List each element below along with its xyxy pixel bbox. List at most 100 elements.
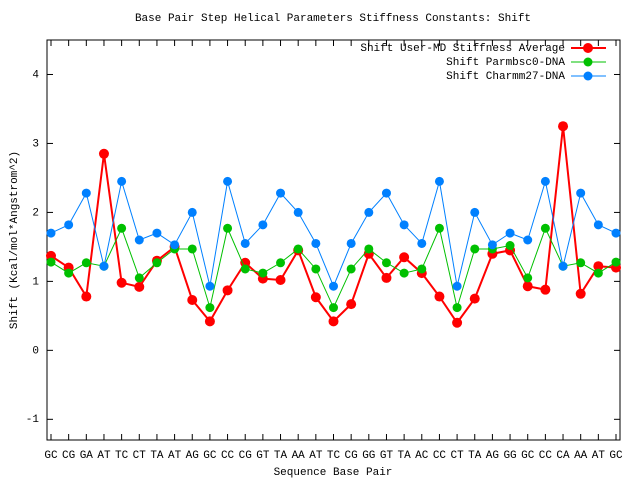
data-point xyxy=(470,207,480,217)
data-point xyxy=(276,188,286,198)
x-tick-label: TC xyxy=(115,450,129,462)
legend-marker xyxy=(583,43,593,53)
x-axis-label: Sequence Base Pair xyxy=(274,467,393,479)
data-point xyxy=(205,303,215,313)
data-point xyxy=(275,275,286,285)
data-point xyxy=(434,176,444,186)
data-point xyxy=(64,268,74,278)
x-tick-label: TA xyxy=(398,450,412,462)
data-point xyxy=(329,303,338,313)
data-point xyxy=(381,258,391,268)
data-point xyxy=(540,284,551,295)
legend-label: Shift User-MD Stiffness Average xyxy=(360,43,565,55)
x-tick-label: CT xyxy=(133,450,147,462)
data-point xyxy=(205,281,215,291)
data-point xyxy=(593,268,603,278)
data-point xyxy=(452,317,463,328)
data-point xyxy=(346,238,356,248)
data-point xyxy=(452,303,462,313)
data-point xyxy=(310,292,321,303)
x-tick-label: GA xyxy=(80,450,94,462)
x-tick-label: GC xyxy=(44,450,58,462)
data-point xyxy=(222,285,233,296)
data-point xyxy=(293,244,303,254)
data-point xyxy=(611,257,621,267)
x-tick-label: TC xyxy=(327,450,341,462)
y-tick-label: -1 xyxy=(26,414,40,426)
data-point xyxy=(364,207,374,217)
data-point xyxy=(240,238,250,248)
data-point xyxy=(134,281,145,292)
x-tick-label: CG xyxy=(239,450,252,462)
data-point xyxy=(399,252,410,263)
x-tick-label: AT xyxy=(592,450,606,462)
data-point xyxy=(170,240,180,250)
data-point xyxy=(558,261,568,271)
x-tick-label: CC xyxy=(433,450,447,462)
data-point xyxy=(187,207,197,217)
data-point xyxy=(523,235,533,245)
data-point xyxy=(311,238,321,248)
data-point xyxy=(46,257,56,267)
data-point xyxy=(81,188,91,198)
data-point xyxy=(470,244,480,254)
data-point xyxy=(381,188,391,198)
x-tick-label: GT xyxy=(256,450,270,462)
x-tick-label: AA xyxy=(574,450,588,462)
x-tick-label: TA xyxy=(274,450,288,462)
data-point xyxy=(522,281,533,292)
y-tick-label: 2 xyxy=(32,207,39,219)
data-point xyxy=(505,228,515,238)
x-tick-label: CG xyxy=(345,450,358,462)
x-tick-label: AT xyxy=(168,450,182,462)
data-point xyxy=(134,273,144,283)
data-point xyxy=(223,176,233,186)
x-tick-label: GG xyxy=(503,450,516,462)
data-point xyxy=(81,291,92,302)
x-tick-label: TA xyxy=(150,450,164,462)
data-point xyxy=(99,261,109,271)
data-point xyxy=(576,188,586,198)
x-tick-label: GC xyxy=(203,450,217,462)
x-tick-label: GC xyxy=(609,450,623,462)
x-tick-label: AA xyxy=(292,450,306,462)
data-point xyxy=(346,299,357,310)
legend-marker xyxy=(583,71,593,81)
data-point xyxy=(187,244,197,254)
data-point xyxy=(540,176,550,186)
data-point xyxy=(117,223,127,233)
data-point xyxy=(469,293,480,304)
data-point xyxy=(417,264,427,274)
data-point xyxy=(46,228,56,238)
data-point xyxy=(204,316,215,327)
x-tick-label: CG xyxy=(62,450,75,462)
data-point xyxy=(258,220,268,230)
data-point xyxy=(346,264,356,274)
x-tick-label: AG xyxy=(486,450,499,462)
y-axis-label: Shift (Kcal/mol*Angstrom^2) xyxy=(9,151,21,329)
legend-label: Shift Charmm27-DNA xyxy=(446,71,565,83)
chart-title: Base Pair Step Helical Parameters Stiffn… xyxy=(135,13,531,25)
x-tick-label: TA xyxy=(468,450,482,462)
data-point xyxy=(593,261,604,272)
x-tick-label: CT xyxy=(450,450,464,462)
data-point xyxy=(187,295,198,305)
x-tick-label: CA xyxy=(556,450,570,462)
y-tick-label: 3 xyxy=(32,138,39,150)
data-point xyxy=(258,268,268,278)
x-tick-label: AT xyxy=(309,450,323,462)
data-point xyxy=(328,316,339,327)
data-point xyxy=(81,258,91,268)
data-point xyxy=(487,240,497,250)
data-point xyxy=(381,272,392,283)
x-tick-label: AC xyxy=(415,450,429,462)
data-point xyxy=(523,273,533,283)
data-point xyxy=(505,241,515,251)
data-point xyxy=(575,288,586,299)
data-point xyxy=(452,281,462,291)
data-point xyxy=(364,244,374,254)
y-tick-label: 1 xyxy=(32,276,39,288)
data-point xyxy=(576,258,586,268)
legend-label: Shift Parmbsc0-DNA xyxy=(446,57,565,69)
